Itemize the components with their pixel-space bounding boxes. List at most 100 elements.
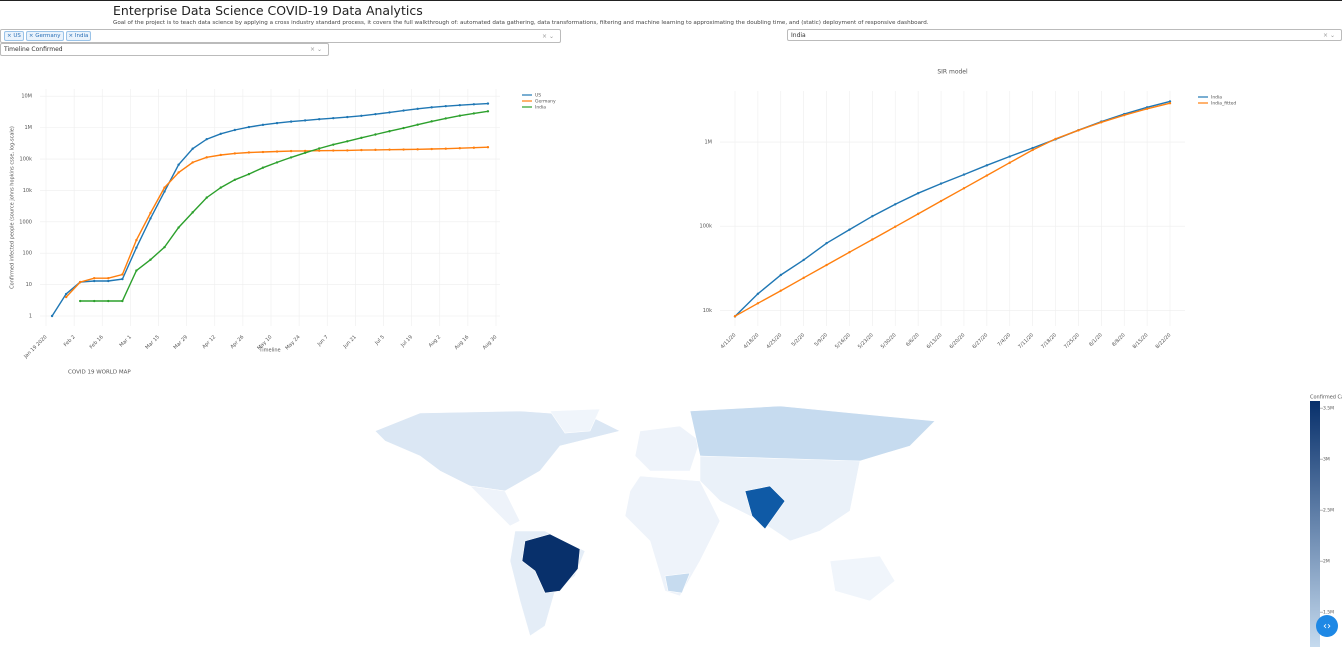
- x-tick-label: 6/20/20: [949, 332, 967, 350]
- marker: [233, 128, 237, 132]
- marker: [346, 140, 349, 143]
- legend-label: India_fitted: [1211, 101, 1236, 107]
- marker: [275, 161, 279, 164]
- marker: [756, 292, 760, 295]
- legend-label: India: [535, 105, 546, 111]
- marker: [894, 203, 897, 206]
- country-dropdown[interactable]: × US × Germany × India × ⌄: [0, 29, 561, 43]
- marker: [402, 126, 405, 130]
- region: [664, 572, 691, 594]
- legend-label: India: [1211, 95, 1222, 101]
- y-axis-label: Confirmed infected people (source johns …: [10, 126, 16, 289]
- marker: [1145, 107, 1149, 110]
- clear-icon[interactable]: × ⌄: [542, 32, 554, 40]
- y-tick-label: 1M: [25, 125, 33, 131]
- marker: [149, 211, 152, 215]
- marker: [486, 146, 490, 149]
- sir-dropdown[interactable]: India × ⌄: [787, 29, 1342, 41]
- clear-icon[interactable]: × ⌄: [1323, 31, 1335, 39]
- marker: [107, 299, 110, 303]
- marker: [318, 147, 321, 150]
- x-tick-label: 7/4/20: [997, 332, 1013, 348]
- marker: [149, 217, 152, 220]
- x-tick-label: Jul 5: [373, 334, 386, 347]
- marker: [219, 186, 222, 189]
- debug-button[interactable]: ‹›: [1316, 615, 1338, 637]
- marker: [779, 289, 782, 292]
- series-line: [734, 100, 1171, 317]
- y-tick-label: 10k: [703, 308, 712, 314]
- region: [744, 485, 786, 530]
- x-tick-label: 7/18/20: [1040, 332, 1058, 350]
- marker: [416, 123, 419, 126]
- selected: India: [791, 31, 806, 39]
- x-tick-label: 6/13/20: [926, 332, 944, 350]
- marker: [177, 171, 180, 174]
- clear-icon[interactable]: × ⌄: [310, 46, 322, 53]
- marker: [1168, 100, 1172, 103]
- region: [521, 533, 581, 594]
- marker: [430, 106, 433, 109]
- marker: [191, 211, 194, 214]
- x-tick-label: Jan 19 2020: [22, 334, 48, 360]
- marker: [135, 238, 138, 242]
- marker: [303, 149, 307, 153]
- x-tick-label: 7/11/20: [1017, 332, 1035, 350]
- y-tick-label: 100k: [700, 224, 713, 230]
- marker: [233, 178, 237, 181]
- x-tick-label: 4/25/20: [765, 332, 783, 350]
- series-line: [51, 102, 488, 317]
- marker: [985, 174, 989, 177]
- marker: [177, 163, 180, 166]
- tag[interactable]: × India: [65, 31, 92, 41]
- series-line: [734, 102, 1171, 317]
- marker: [64, 292, 68, 296]
- y-tick-label: 100: [22, 251, 32, 257]
- marker: [121, 273, 124, 276]
- x-tick-label: 8/22/20: [1155, 332, 1173, 350]
- x-tick-label: 7/25/20: [1063, 332, 1081, 350]
- marker: [93, 279, 96, 283]
- region: [634, 425, 701, 472]
- marker: [261, 150, 265, 154]
- marker: [332, 116, 335, 120]
- x-tick-label: Mar 1: [119, 334, 133, 348]
- series-line: [80, 110, 489, 302]
- map-title: COVID 19 WORLD MAP: [68, 370, 131, 376]
- marker: [93, 276, 96, 280]
- marker: [360, 148, 363, 152]
- tag[interactable]: × US: [4, 31, 24, 41]
- legend-label: US: [535, 93, 541, 99]
- y-tick-label: 10k: [23, 188, 32, 194]
- marker: [916, 192, 920, 195]
- x-tick-label: 6/27/20: [971, 332, 989, 350]
- region: [374, 410, 621, 492]
- timeline-dropdown[interactable]: Timeline Confirmed × ⌄: [0, 43, 329, 56]
- x-tick-label: 5/2/20: [791, 332, 807, 348]
- marker: [318, 149, 321, 152]
- marker: [1168, 101, 1172, 105]
- marker: [177, 226, 180, 229]
- marker: [374, 133, 377, 136]
- marker: [135, 269, 138, 272]
- tag[interactable]: × Germany: [25, 31, 64, 41]
- marker: [388, 130, 391, 133]
- marker: [93, 299, 96, 303]
- y-tick-label: 1M: [705, 140, 713, 146]
- description: Goal of the project is to teach data sci…: [113, 20, 929, 26]
- x-tick-label: 6/6/20: [905, 332, 921, 348]
- x-tick-label: Aug 16: [454, 334, 471, 351]
- marker: [1008, 155, 1011, 158]
- marker: [1054, 137, 1057, 141]
- y-tick-label: 1: [29, 313, 32, 319]
- marker: [121, 299, 124, 303]
- marker: [163, 186, 166, 189]
- marker: [486, 102, 490, 105]
- marker: [825, 263, 828, 267]
- colorbar-tick-label: 2M: [1323, 559, 1330, 565]
- x-tick-label: Jun 7: [316, 334, 330, 348]
- marker: [219, 132, 222, 135]
- marker: [848, 251, 851, 254]
- marker: [916, 212, 920, 216]
